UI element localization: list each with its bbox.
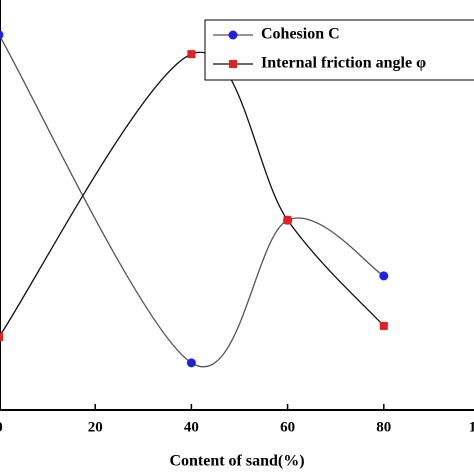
x-tick-label: 100 xyxy=(469,419,474,435)
marker xyxy=(379,271,389,281)
legend-marker xyxy=(229,60,237,68)
series-line xyxy=(0,51,385,337)
legend-label: Cohesion C xyxy=(261,26,340,43)
marker xyxy=(0,30,4,40)
legend-marker xyxy=(228,30,238,40)
x-axis-label: Content of sand(%) xyxy=(169,453,304,470)
x-tick-label: 40 xyxy=(184,419,199,435)
series-line xyxy=(0,35,385,368)
marker xyxy=(0,333,3,342)
legend-label: Internal friction angle φ xyxy=(261,55,426,72)
marker xyxy=(379,321,388,330)
x-tick-label: 60 xyxy=(280,419,295,435)
x-tick-label: 20 xyxy=(88,419,103,435)
marker xyxy=(186,358,196,368)
x-tick-label: 80 xyxy=(376,419,391,435)
x-tick-label: 0 xyxy=(0,419,3,435)
legend-box xyxy=(204,19,474,81)
marker xyxy=(187,50,196,59)
marker xyxy=(283,216,292,225)
